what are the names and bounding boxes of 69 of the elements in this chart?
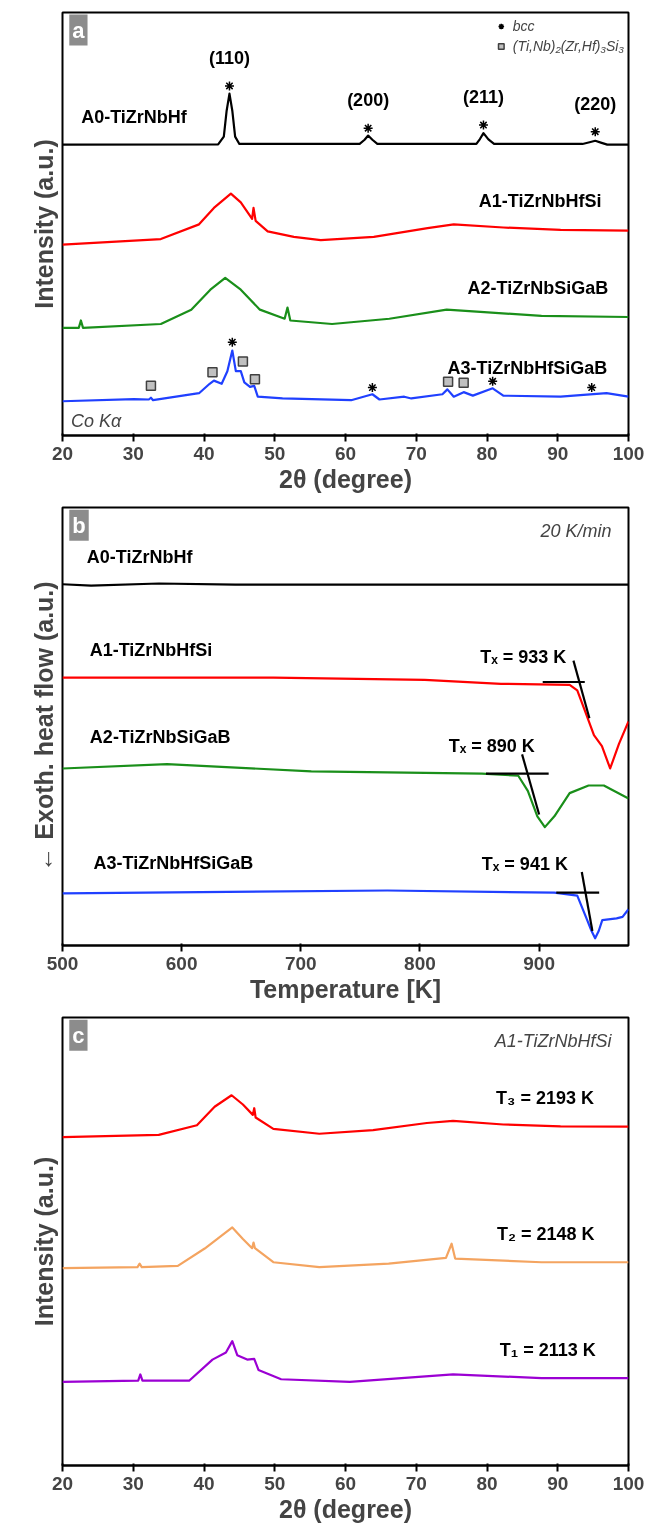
annotation: A2-TiZrNbSiGaB [467,277,609,298]
annotation: A2-TiZrNbSiGaB [89,726,231,747]
point [249,373,261,385]
point [227,336,238,348]
annotation: A3-TiZrNbHfSiGaB [93,853,254,874]
x-tick-label: 700 [284,952,317,974]
x-tick-label: 800 [404,952,436,974]
x-tick-label: 20 [51,442,74,464]
point [362,122,374,134]
point [478,119,489,131]
x-tick-label: 50 [264,442,286,464]
x-tick-label: 600 [165,952,198,974]
chart-title: a [72,17,86,43]
point [590,126,601,137]
annotation: A1-TiZrNbHfSi [478,190,602,211]
x-tick-label: 90 [547,442,569,464]
x-tick-label: 80 [476,442,498,464]
x-tick-label: 900 [523,952,555,974]
point [442,376,454,387]
x-tick-label: 60 [334,1472,357,1494]
point [367,382,378,393]
point [458,377,469,388]
annotation: Tₓ = 941 K [481,854,568,875]
annotation: A1-TiZrNbHfSi [89,639,213,660]
point [237,356,249,367]
annotation: Co Kα [70,411,123,432]
point [207,366,218,378]
annotation: T₃ = 2193 K [496,1087,594,1108]
y-axis-title: Intensity (a.u.) [29,139,58,309]
annotation: (200) [347,90,390,111]
point [224,80,235,92]
x-tick-label: 20 [51,1472,74,1494]
x-tick-label: 30 [122,442,144,464]
point [586,382,597,393]
text: A1-TiZrNbHfSi [493,1030,613,1051]
chart-title: b [72,512,86,538]
annotation: T₁ = 2113 K [499,1340,596,1361]
point [145,380,157,392]
annotation: (220) [574,93,617,114]
annotation: A0-TiZrNbHf [86,546,194,567]
legend-label: (Ti,Nb)₂(Zr,Hf)₃Si₃ [512,38,624,54]
annotation: A3-TiZrNbHfSiGaB [447,358,608,378]
point [487,376,498,387]
x-tick-label: 70 [405,442,427,464]
x-tick-label: 70 [405,1472,427,1494]
x-tick-label: 50 [264,1472,286,1494]
x-tick-label: 40 [193,1472,215,1494]
text: 20 K/min [539,520,612,541]
x-tick-label: 100 [612,442,645,464]
legend-label: bcc [512,18,535,34]
x-axis-title: 2θ (degree) [279,464,412,493]
annotation: (110) [208,47,250,68]
x-tick-label: 40 [193,442,215,464]
x-axis-title: 2θ (degree) [279,1494,412,1523]
annotation: Tₓ = 890 K [448,735,535,756]
annotation: A0-TiZrNbHf [81,106,188,127]
annotation: Tₓ = 933 K [480,646,567,667]
x-tick-label: 100 [612,1472,645,1494]
x-tick-label: 90 [547,1472,569,1494]
y-axis-title: ← Exoth. heat flow (a.u.) [29,581,58,872]
x-axis-title: Temperature [K] [249,974,442,1003]
y-axis-title: Intensity (a.u.) [29,1156,58,1327]
x-tick-label: 30 [122,1472,144,1494]
x-tick-label: 500 [46,952,79,974]
x-tick-label: 60 [334,442,357,464]
annotation: (211) [462,87,504,108]
chart-title: c [72,1022,85,1048]
x-tick-label: 80 [476,1472,498,1494]
annotation: T₂ = 2148 K [496,1224,595,1245]
